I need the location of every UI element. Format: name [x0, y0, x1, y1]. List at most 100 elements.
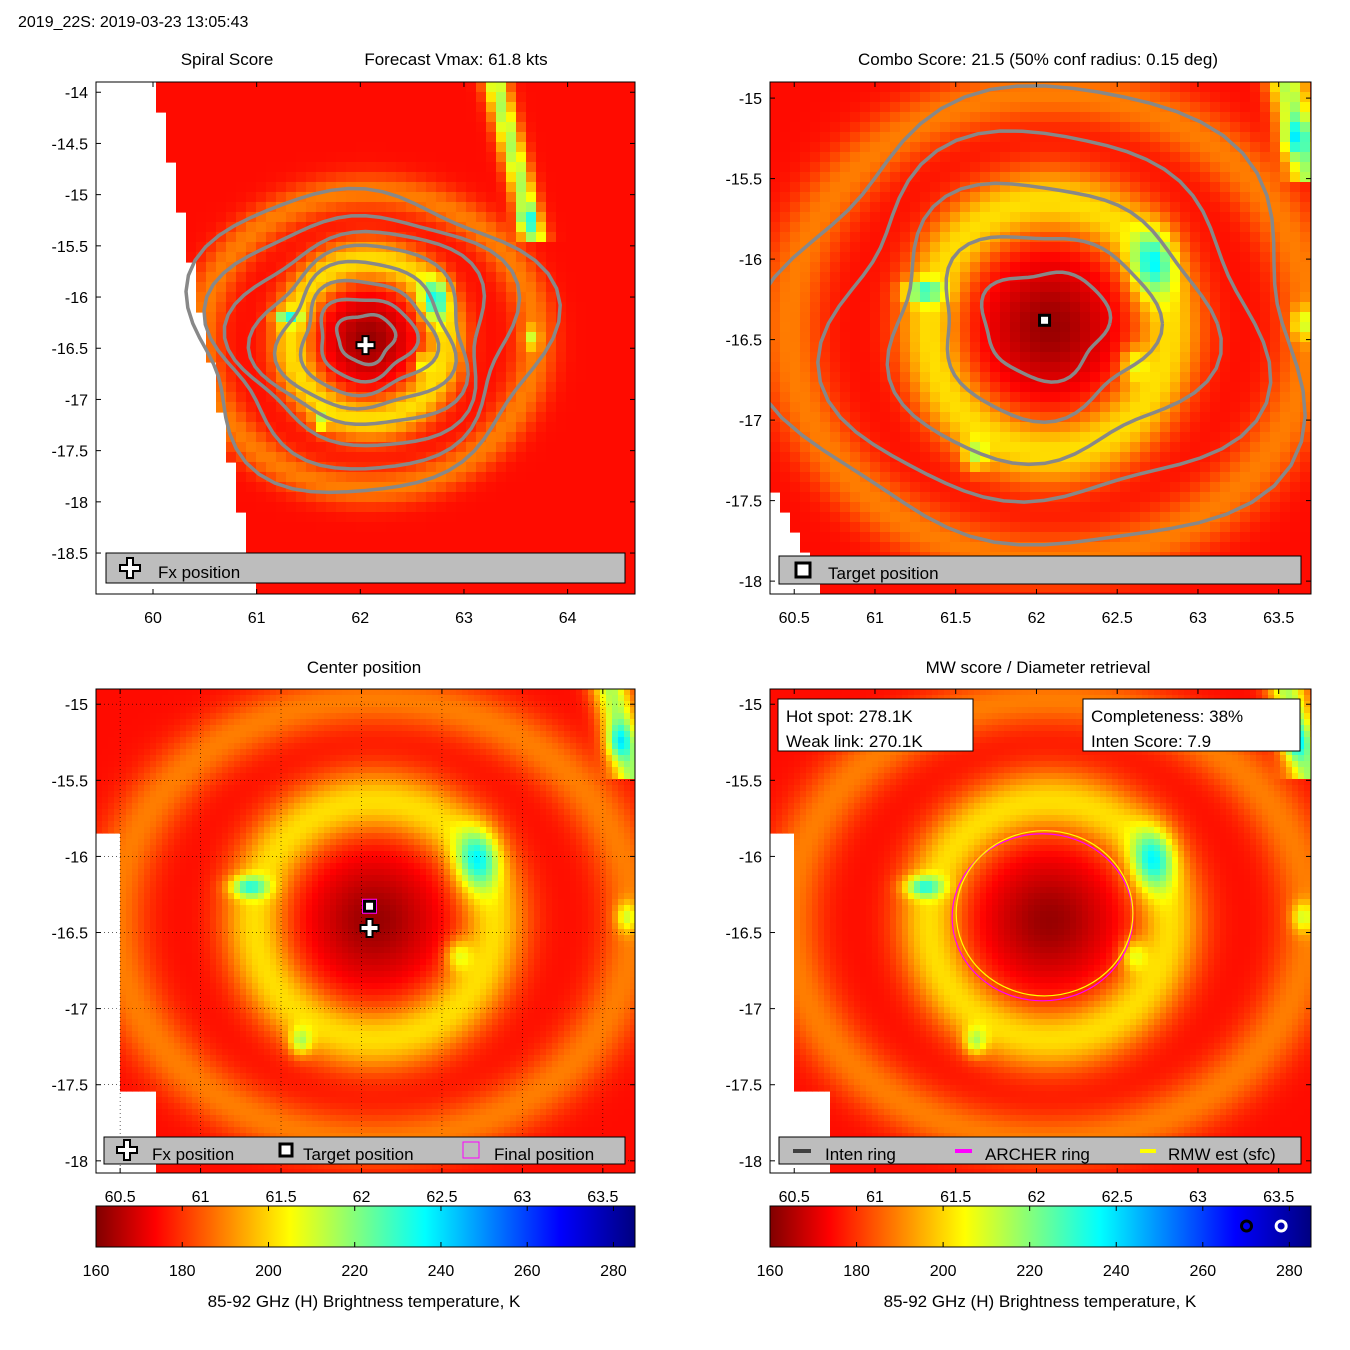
panel1-yticks: -14 -14.5 -15 -15.5 -16 -16.5 -17 -17.5 -18 -18.5: [52, 85, 635, 563]
x-tick-label: 62: [1028, 610, 1046, 627]
x-tick-label: 60.5: [779, 1189, 810, 1206]
x-tick-label: 60.5: [779, 610, 810, 627]
y-tick-label: -18: [65, 1154, 88, 1171]
x-tick-label: 63.5: [1263, 610, 1294, 627]
x-tick-label: 61.5: [940, 610, 971, 627]
colorbar-right-bar: [769, 1205, 1312, 1248]
colorbar-left-ticks: 160 180 200 220 240 260 280: [83, 1206, 627, 1280]
y-tick-label: -17.5: [726, 494, 763, 511]
panel4-heatmap: [770, 689, 1311, 1173]
x-tick-label: 62: [351, 610, 369, 627]
y-tick-label: -17.5: [52, 1078, 89, 1095]
x-tick-label: 61.5: [265, 1189, 296, 1206]
y-tick-label: -17: [65, 392, 88, 409]
y-tick-label: -17: [739, 1002, 762, 1019]
colorbar-tick-label: 160: [83, 1263, 110, 1280]
panel1-legend-fx: Fx position: [158, 563, 240, 582]
completeness-text: Completeness: 38%: [1091, 707, 1243, 726]
y-tick-label: -15.5: [52, 239, 89, 256]
panel4-xticks: 60.5 61 61.5 62 62.5 63 63.5: [779, 689, 1294, 1206]
x-tick-label: 61: [248, 610, 266, 627]
panel4-title: MW score / Diameter retrieval: [926, 658, 1151, 677]
y-tick-label: -15.5: [52, 773, 89, 790]
panel3-markers: [359, 898, 380, 938]
weak-link-marker: [1240, 1219, 1254, 1233]
colorbar-tick-label: 280: [600, 1263, 627, 1280]
final-position-icon: [462, 1141, 480, 1159]
colorbar-right-markers: [1240, 1219, 1288, 1233]
panel1-contours: [184, 186, 562, 495]
rmw-ring: [955, 830, 1134, 997]
y-tick-label: -15: [739, 91, 762, 108]
panel1-legend: Fx position: [105, 552, 626, 584]
x-tick-label: 64: [559, 610, 577, 627]
x-tick-label: 62.5: [426, 1189, 457, 1206]
colorbar-tick-label: 180: [169, 1263, 196, 1280]
x-tick-label: 60: [144, 610, 162, 627]
panel1-markers: [355, 335, 376, 356]
panel-spiral-score: Spiral Score Forecast Vmax: 61.8 kts 60 6…: [52, 50, 636, 627]
x-tick-label: 60.5: [105, 1189, 136, 1206]
colorbar-tick-label: 200: [255, 1263, 282, 1280]
colorbar-left: 160 180 200 220 240 260 280 85-92 GHz (H) Brig…: [83, 1205, 636, 1311]
panel1-title-left: Spiral Score: [181, 50, 274, 69]
hotspot-box: Hot spot: 278.1K Weak link: 270.1K: [777, 698, 974, 752]
y-tick-label: -14: [65, 85, 88, 102]
x-tick-label: 62.5: [1102, 610, 1133, 627]
y-tick-label: -17: [65, 1002, 88, 1019]
x-tick-label: 62: [353, 1189, 371, 1206]
colorbar-tick-label: 160: [757, 1263, 784, 1280]
panel4-legend-rmw: RMW est (sfc): [1168, 1145, 1276, 1164]
panel2-legend: Target position: [778, 555, 1302, 585]
panel1-axes-box: [95, 81, 636, 595]
x-tick-label: 61: [866, 610, 884, 627]
y-tick-label: -14.5: [52, 136, 89, 153]
inten-score-text: Inten Score: 7.9: [1091, 732, 1211, 751]
panel1-heatmap: [96, 82, 635, 594]
panel4-legend: Inten ring ARCHER ring RMW est (sfc): [778, 1136, 1302, 1165]
panel2-axes-box: [769, 81, 1312, 595]
target-position-marker: [1038, 313, 1052, 327]
y-tick-label: -18: [65, 495, 88, 512]
panel2-heatmap: [770, 82, 1311, 594]
completeness-box: Completeness: 38% Inten Score: 7.9: [1082, 698, 1301, 752]
y-tick-label: -16.5: [52, 341, 89, 358]
panel-center-position: Center position 60.5 61 61.5 62 62.5 63 63.5 -…: [52, 658, 636, 1206]
y-tick-label: -16: [65, 290, 88, 307]
panel3-legend-final: Final position: [494, 1145, 594, 1164]
panel1-xticks: 60 61 62 63 64: [144, 82, 577, 627]
y-tick-label: -16.5: [52, 926, 89, 943]
y-tick-label: -16: [65, 849, 88, 866]
x-tick-label: 61: [866, 1189, 884, 1206]
hot-spot-marker: [1274, 1219, 1288, 1233]
x-tick-label: 62: [1028, 1189, 1046, 1206]
panel2-legend-target: Target position: [828, 564, 939, 583]
final-position-marker: [362, 898, 378, 914]
x-tick-label: 61.5: [940, 1189, 971, 1206]
y-tick-label: -15: [739, 697, 762, 714]
colorbar-right: 160 180 200 220 240 260 280 85-92 GHz (H) Brig…: [757, 1205, 1312, 1311]
panel-mw-score: MW score / Diameter retrieval 60.5 61 61.5…: [726, 658, 1312, 1206]
colorbar-tick-label: 220: [1016, 1263, 1043, 1280]
panel3-legend-target: Target position: [303, 1145, 414, 1164]
panel2-markers: [1038, 313, 1052, 327]
figure-header: 2019_22S: 2019-03-23 13:05:43: [18, 14, 249, 31]
weak-link-text: Weak link: 270.1K: [786, 732, 923, 751]
panel3-yticks: -15 -15.5 -16 -16.5 -17 -17.5 -18: [52, 697, 635, 1171]
x-tick-label: 63: [455, 610, 473, 627]
fx-position-icon: [119, 557, 141, 579]
fx-position-marker: [355, 335, 376, 356]
panel4-axes-box: [769, 688, 1312, 1174]
colorbar-tick-label: 240: [1103, 1263, 1130, 1280]
panel3-legend: Fx position Target position Final positi…: [103, 1136, 626, 1165]
y-tick-label: -16: [739, 849, 762, 866]
colorbar-tick-label: 260: [514, 1263, 541, 1280]
panel3-legend-fx: Fx position: [152, 1145, 234, 1164]
colorbar-right-label: 85-92 GHz (H) Brightness temperature, K: [884, 1292, 1197, 1311]
panel2-contours: [770, 84, 1307, 547]
x-tick-label: 61: [192, 1189, 210, 1206]
colorbar-right-ticks: 160 180 200 220 240 260 280: [757, 1206, 1303, 1280]
panel4-rings: [951, 830, 1134, 1002]
target-position-icon: [278, 1142, 294, 1158]
y-tick-label: -18: [739, 1154, 762, 1171]
